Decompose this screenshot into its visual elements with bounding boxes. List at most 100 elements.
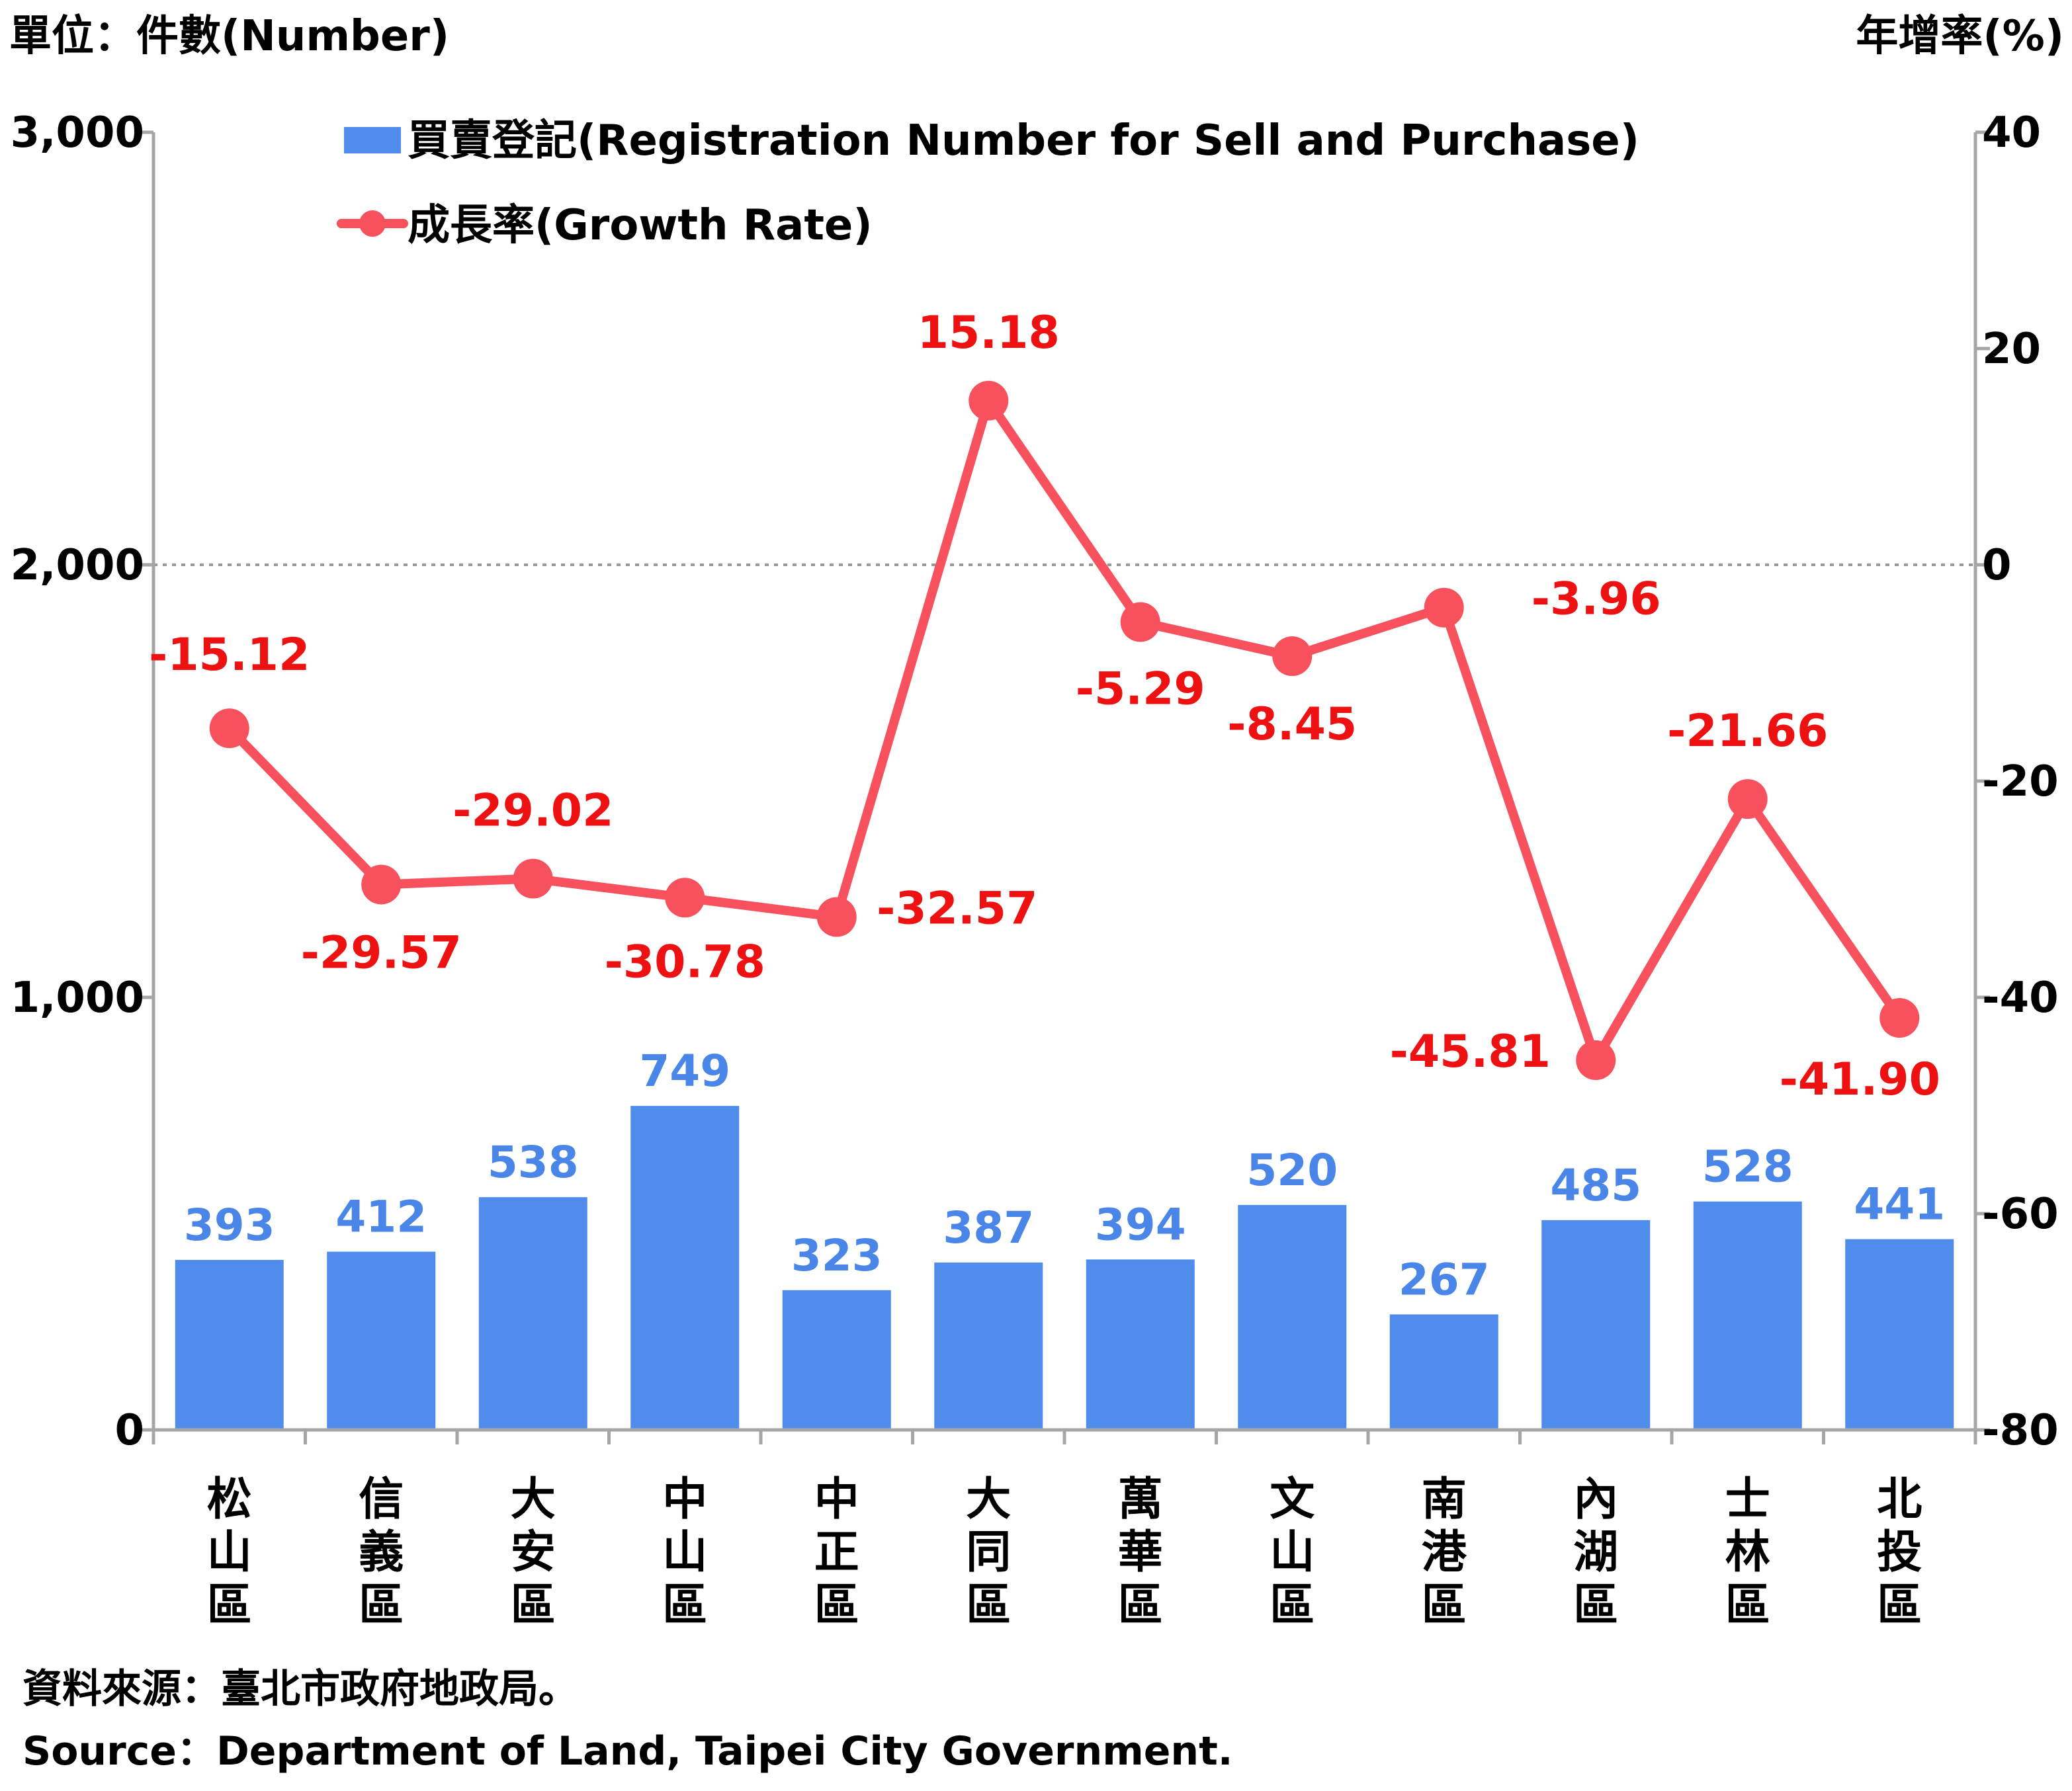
category-label: 區: [662, 1579, 707, 1632]
growth-rate-marker: [513, 858, 553, 899]
category-label: 松: [207, 1474, 252, 1526]
growth-rate-marker: [1424, 587, 1464, 628]
left-tick-label: 2,000: [11, 541, 144, 590]
legend-line-label: 成長率(Growth Rate): [408, 201, 873, 250]
source-zh: 資料來源：臺北市政府地政局。: [22, 1666, 578, 1712]
category-label: 區: [1422, 1579, 1467, 1632]
category-label: 萬: [1118, 1474, 1163, 1526]
category-label: 華: [1118, 1526, 1163, 1579]
category-label: 湖: [1573, 1526, 1618, 1579]
bar-value-label: 441: [1854, 1179, 1945, 1230]
category-label: 北: [1877, 1474, 1922, 1526]
legend-bar-label: 買賣登記(Registration Number for Sell and Pu…: [408, 116, 1639, 165]
category-label: 中: [662, 1474, 707, 1526]
bar: [1086, 1259, 1195, 1430]
growth-rate-marker: [1879, 998, 1920, 1038]
growth-value-label: -45.81: [1390, 1026, 1551, 1078]
bar-value-label: 538: [488, 1137, 579, 1188]
category-label: 區: [966, 1579, 1011, 1632]
right-tick-label: 20: [1982, 325, 2041, 374]
bar-value-label: 267: [1399, 1254, 1490, 1305]
growth-rate-marker: [361, 864, 402, 905]
category-label: 義: [359, 1526, 404, 1579]
category-label: 區: [511, 1579, 556, 1632]
growth-value-label: -29.57: [301, 927, 462, 979]
category-label: 區: [207, 1579, 252, 1632]
bar-value-label: 394: [1095, 1199, 1186, 1250]
right-tick-label: -40: [1982, 974, 2059, 1022]
category-label: 山: [1270, 1526, 1315, 1579]
source-en: Source：Department of Land, Taipei City G…: [22, 1728, 1233, 1774]
bar-value-label: 528: [1702, 1142, 1793, 1192]
growth-value-label: -41.90: [1780, 1054, 1940, 1106]
bar: [1238, 1204, 1347, 1430]
bar-value-label: 412: [335, 1192, 427, 1243]
growth-value-label: -3.96: [1532, 573, 1661, 626]
bar-value-label: 323: [791, 1230, 883, 1281]
category-label: 區: [1118, 1579, 1163, 1632]
legend-bar-swatch: [344, 127, 401, 153]
bar: [1845, 1239, 1954, 1430]
right-unit-label: 年增率(%): [1856, 12, 2064, 61]
growth-value-label: -32.57: [877, 883, 1037, 935]
category-label: 正: [814, 1526, 859, 1579]
growth-value-label: 15.18: [918, 307, 1060, 359]
left-unit-label: 單位：件數(Number): [9, 12, 449, 61]
right-tick-label: -80: [1982, 1406, 2059, 1455]
category-label: 區: [1877, 1579, 1922, 1632]
right-tick-label: 0: [1982, 541, 2012, 590]
growth-rate-line: [226, 396, 1904, 1065]
bar-value-label: 485: [1550, 1160, 1641, 1211]
category-label: 大: [966, 1474, 1011, 1526]
growth-value-label: -15.12: [149, 629, 310, 681]
bar: [327, 1251, 436, 1430]
bar: [782, 1290, 891, 1430]
category-label: 士: [1725, 1474, 1770, 1526]
growth-rate-marker: [816, 897, 857, 937]
category-label: 同: [966, 1526, 1011, 1579]
growth-rate-marker: [1120, 602, 1160, 642]
growth-value-label: -29.02: [453, 784, 613, 837]
growth-rate-marker: [1576, 1040, 1616, 1080]
bar: [1541, 1220, 1651, 1430]
right-tick-label: 40: [1982, 108, 2041, 157]
category-label: 區: [1725, 1579, 1770, 1632]
right-tick-label: -20: [1982, 757, 2059, 806]
bar-value-label: 520: [1246, 1145, 1338, 1196]
bar-value-label: 749: [639, 1046, 730, 1097]
category-label: 區: [1573, 1579, 1618, 1632]
growth-value-label: -8.45: [1227, 698, 1357, 751]
bar: [630, 1106, 740, 1430]
bar: [175, 1259, 284, 1430]
bar: [1693, 1201, 1802, 1430]
category-label: 區: [1270, 1579, 1315, 1632]
category-label: 林: [1725, 1526, 1770, 1579]
growth-rate-marker: [209, 708, 249, 749]
category-label: 文: [1270, 1474, 1315, 1526]
legend-line-marker: [359, 210, 386, 237]
plot-area: 0 1,000 2,000 3,000 -80 -60 -40 -20 0 20 40 松山區 信義區 大…: [11, 108, 2059, 1632]
category-label: 山: [207, 1526, 252, 1579]
category-label: 南: [1422, 1474, 1467, 1526]
category-label: 區: [814, 1579, 859, 1632]
growth-rate-marker: [1272, 636, 1313, 677]
category-label: 投: [1877, 1526, 1922, 1579]
growth-rate-marker: [1727, 779, 1768, 819]
category-label: 山: [662, 1526, 707, 1579]
growth-value-label: -5.29: [1076, 663, 1205, 715]
bar-value-label: 393: [184, 1200, 275, 1251]
category-label: 安: [511, 1526, 556, 1579]
growth-rate-marker: [665, 878, 705, 918]
growth-rate-marker: [969, 380, 1009, 421]
category-label: 信: [359, 1474, 404, 1526]
right-tick-label: -60: [1982, 1190, 2059, 1239]
bar: [478, 1197, 587, 1430]
bar: [934, 1262, 1043, 1430]
category-label: 區: [359, 1579, 404, 1632]
legend: 買賣登記(Registration Number for Sell and Pu…: [337, 116, 1639, 250]
left-tick-label: 1,000: [11, 974, 144, 1022]
category-label: 內: [1573, 1474, 1618, 1526]
category-label: 大: [511, 1474, 556, 1526]
growth-value-label: -30.78: [605, 936, 765, 988]
